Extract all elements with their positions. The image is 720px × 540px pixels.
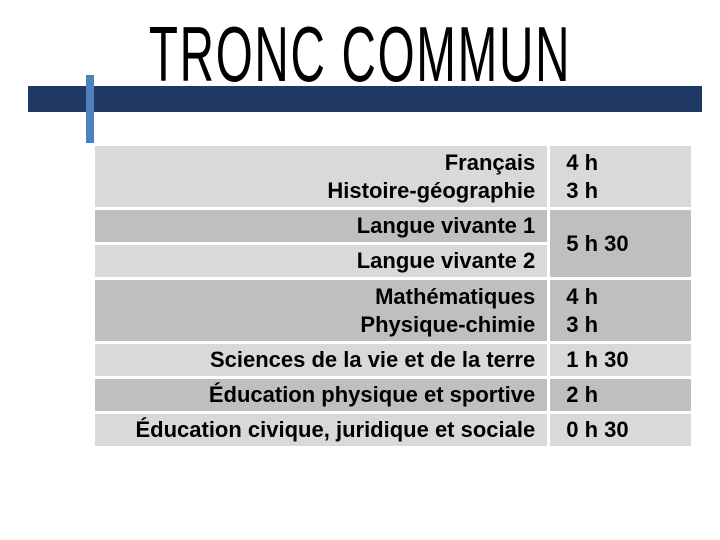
subject-label: Langue vivante 1 — [94, 209, 549, 244]
subject-label: Sciences de la vie et de la terre — [94, 343, 549, 378]
subject-label: Français — [103, 149, 535, 177]
table-row: Éducation physique et sportive 2 h — [94, 378, 693, 413]
table-row: Français Histoire-géographie 4 h 3 h — [94, 145, 693, 209]
subject-label: Éducation civique, juridique et sociale — [94, 413, 549, 448]
table-row: Sciences de la vie et de la terre 1 h 30 — [94, 343, 693, 378]
header-band — [28, 86, 702, 112]
accent-vertical-bar — [86, 75, 94, 143]
table-row: Mathématiques Physique-chimie 4 h 3 h — [94, 279, 693, 343]
subject-label: Langue vivante 2 — [94, 244, 549, 279]
hours-value: 4 h — [566, 149, 679, 177]
hours-value: 4 h — [566, 283, 679, 311]
subject-label: Éducation physique et sportive — [94, 378, 549, 413]
hours-value: 1 h 30 — [549, 343, 693, 378]
subject-label: Physique-chimie — [103, 311, 535, 339]
subject-label: Histoire-géographie — [103, 177, 535, 205]
curriculum-table: Français Histoire-géographie 4 h 3 h Lan… — [92, 143, 694, 449]
table-row: Éducation civique, juridique et sociale … — [94, 413, 693, 448]
hours-value: 3 h — [566, 311, 679, 339]
page-title: TRONC COMMUN — [54, 0, 666, 99]
subject-label: Mathématiques — [103, 283, 535, 311]
hours-value: 5 h 30 — [549, 209, 693, 279]
hours-value: 3 h — [566, 177, 679, 205]
hours-value: 0 h 30 — [549, 413, 693, 448]
table-row: Langue vivante 1 5 h 30 — [94, 209, 693, 244]
hours-value: 2 h — [549, 378, 693, 413]
